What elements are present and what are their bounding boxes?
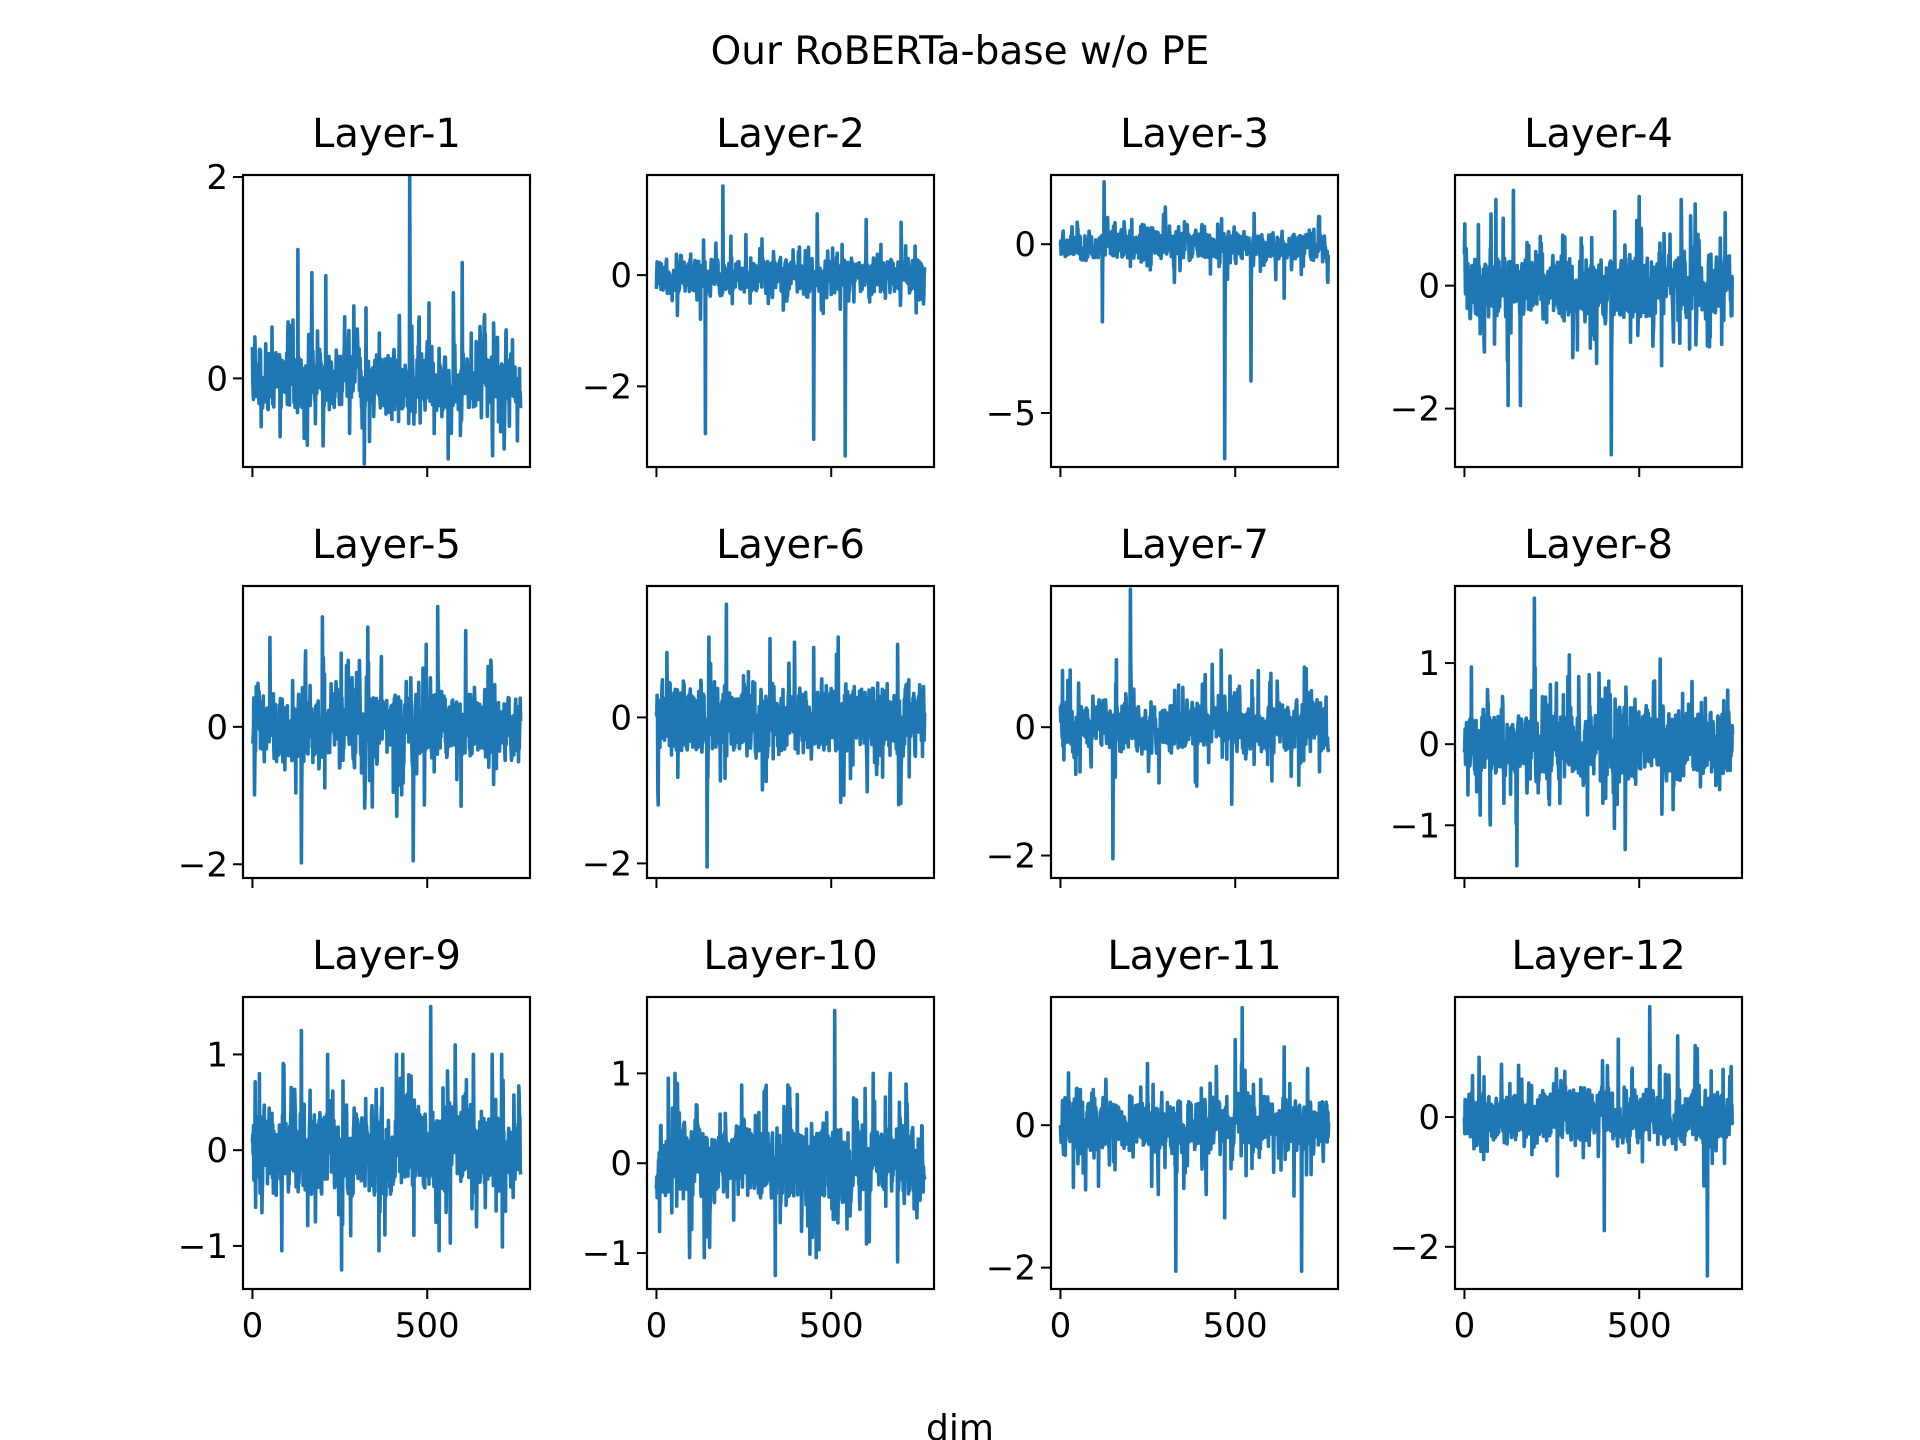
y-tick-label: 0: [610, 256, 632, 296]
series-line: [250, 1004, 523, 1272]
subplot-title: Layer-2: [716, 111, 865, 157]
subplot-title: Layer-7: [1120, 522, 1269, 568]
x-tick-label: 500: [395, 1306, 460, 1346]
y-tick-label: −1: [1390, 806, 1440, 846]
subplot-layer-7: Layer-7 −2 0: [986, 522, 1340, 888]
axes-frame: [645, 173, 936, 469]
subplot-title: Layer-10: [703, 933, 877, 979]
x-tick-label: 0: [1454, 1306, 1476, 1346]
y-tick-label: 0: [1418, 1098, 1440, 1138]
series-line: [1058, 587, 1331, 861]
y-tick-label: −1: [582, 1234, 632, 1274]
axes-frame: [1453, 173, 1744, 469]
x-tick-label: 500: [799, 1306, 864, 1346]
y-tick-label: 0: [1014, 708, 1036, 748]
y-tick-label: 0: [206, 359, 228, 399]
series-line: [654, 1008, 927, 1278]
y-tick-label: 1: [1418, 644, 1440, 684]
subplot-title: Layer-3: [1120, 111, 1269, 157]
y-tick-label: 1: [610, 1054, 632, 1094]
subplot-title: Layer-9: [312, 933, 461, 979]
series-line: [251, 604, 523, 865]
subplot-grid: Layer-102Layer-2−20Layer-3−50Layer-4−20L…: [178, 111, 1744, 1346]
y-tick-label: −2: [986, 837, 1036, 877]
y-tick-label: −2: [582, 844, 632, 884]
subplot-layer-11: Layer-11 −2 0 0 500: [986, 933, 1340, 1346]
series-line: [250, 175, 523, 466]
x-tick-label: 500: [1203, 1306, 1268, 1346]
y-tick-label: 0: [1418, 725, 1440, 765]
axes-frame: [645, 584, 936, 880]
axes-frame: [241, 173, 532, 469]
y-tick-label: −2: [986, 1249, 1036, 1289]
axes-frame: [241, 584, 532, 880]
subplot-layer-12: Layer-12 −2 0 0 500: [1390, 933, 1744, 1346]
x-tick-label: 0: [1050, 1306, 1072, 1346]
axes-frame: [1049, 584, 1340, 880]
subplot-title: Layer-11: [1107, 933, 1281, 979]
x-tick-label: 0: [242, 1306, 264, 1346]
subplot-layer-2: Layer-2 −2 0: [582, 111, 936, 477]
y-tick-label: 2: [206, 158, 228, 198]
subplot-title: Layer-5: [312, 522, 461, 568]
series-line: [1058, 180, 1331, 461]
y-tick-label: 0: [206, 708, 228, 748]
y-tick-label: −2: [1390, 1228, 1440, 1268]
subplot-title: Layer-4: [1524, 111, 1673, 157]
y-tick-label: −1: [178, 1227, 228, 1267]
subplot-layer-10: Layer-10 −1 0 1 0 500: [582, 933, 936, 1346]
subplot-title: Layer-8: [1524, 522, 1673, 568]
axes-frame: [1453, 584, 1744, 880]
y-tick-label: 0: [206, 1131, 228, 1171]
axes-frame: [645, 995, 936, 1291]
subplot-layer-3: Layer-3 −5 0: [986, 111, 1340, 477]
y-tick-label: 1: [206, 1035, 228, 1075]
y-tick-label: −2: [1390, 390, 1440, 430]
subplot-layer-6: Layer-6 −2 0: [582, 522, 936, 888]
y-tick-label: 0: [1014, 1106, 1036, 1146]
subplot-layer-5: Layer-5 −2 0: [178, 522, 532, 888]
series-line: [654, 602, 927, 869]
x-tick-label: 0: [646, 1306, 668, 1346]
axes-frame: [1453, 995, 1744, 1291]
series-line: [1462, 596, 1735, 868]
axes-frame: [1049, 173, 1340, 469]
subplot-layer-8: Layer-8 −1 0 1: [1390, 522, 1744, 888]
y-tick-label: 0: [610, 1144, 632, 1184]
subplot-title: Layer-12: [1511, 933, 1685, 979]
series-line: [1462, 188, 1734, 457]
subplot-title: Layer-1: [312, 111, 461, 157]
axes-frame: [241, 995, 532, 1291]
subplot-layer-4: Layer-4 −2 0: [1390, 111, 1744, 477]
subplot-layer-9: Layer-9 −1 0 1 0 500: [178, 933, 532, 1346]
subplot-title: Layer-6: [716, 522, 865, 568]
series-line: [654, 184, 927, 458]
y-tick-label: −2: [178, 845, 228, 885]
y-tick-label: 0: [610, 698, 632, 738]
axes-frame: [1049, 995, 1340, 1291]
y-tick-label: 0: [1014, 225, 1036, 265]
subplot-layer-1: Layer-1 0 2: [206, 111, 532, 477]
x-tick-label: 500: [1607, 1306, 1672, 1346]
figure-title: Our RoBERTa-base w/o PE: [711, 29, 1210, 74]
y-tick-label: −5: [986, 394, 1036, 434]
y-tick-label: −2: [582, 367, 632, 407]
figure-xlabel: dim: [926, 1408, 994, 1440]
y-tick-label: 0: [1418, 267, 1440, 307]
series-line: [1058, 1005, 1331, 1273]
series-line: [1462, 1004, 1735, 1278]
